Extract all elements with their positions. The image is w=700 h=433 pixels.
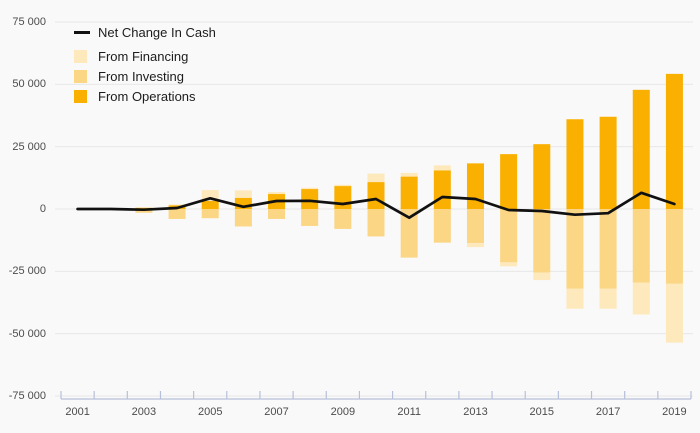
bar-financing-2006[interactable] [234, 190, 252, 198]
bar-investing-2004[interactable] [168, 209, 186, 219]
bar-operations-2017[interactable] [599, 116, 617, 209]
x-axis-label: 2019 [662, 406, 687, 418]
x-axis-label: 2003 [131, 406, 157, 418]
bar-investing-2009[interactable] [334, 209, 352, 229]
bar-financing-2010[interactable] [367, 173, 385, 183]
bar-financing-2007[interactable] [268, 192, 286, 195]
legend-item-from-investing[interactable]: From Investing [74, 66, 216, 86]
bar-financing-2013[interactable] [466, 243, 484, 248]
bar-operations-2018[interactable] [632, 89, 650, 209]
y-axis-label: 50 000 [12, 78, 46, 91]
bar-operations-2009[interactable] [334, 186, 352, 209]
bar-financing-2018[interactable] [632, 282, 650, 315]
bar-investing-2007[interactable] [268, 209, 286, 219]
square-swatch-icon [74, 49, 87, 63]
bar-operations-2008[interactable] [301, 189, 319, 209]
bar-financing-2017[interactable] [599, 288, 617, 309]
bar-investing-2012[interactable] [433, 209, 451, 243]
bar-investing-2008[interactable] [301, 209, 319, 226]
square-swatch-icon [74, 69, 87, 83]
bar-investing-2011[interactable] [400, 209, 418, 258]
y-axis-label: -50 000 [8, 327, 46, 340]
legend-label: From Investing [98, 68, 184, 84]
bar-operations-2019[interactable] [665, 73, 683, 210]
net-change-line[interactable] [76, 191, 676, 220]
x-axis-label: 2005 [197, 406, 223, 418]
y-axis-label: -25 000 [8, 265, 46, 278]
bar-financing-2011[interactable] [400, 172, 418, 177]
bar-operations-2012[interactable] [433, 170, 451, 209]
x-axis-label: 2013 [463, 406, 488, 418]
bar-financing-2005[interactable] [201, 190, 219, 202]
bar-operations-2005[interactable] [201, 201, 219, 209]
x-axis-label: 2009 [330, 406, 356, 418]
bar-operations-2015[interactable] [533, 144, 551, 209]
y-axis-label: 75 000 [12, 16, 46, 28]
x-axis-label: 2007 [264, 406, 289, 418]
bar-financing-2012[interactable] [433, 165, 451, 171]
bar-investing-2014[interactable] [500, 209, 518, 263]
bar-investing-2005[interactable] [201, 209, 219, 219]
legend-item-from-financing[interactable]: From Financing [74, 46, 216, 66]
bar-investing-2017[interactable] [599, 209, 617, 289]
legend-label: Net Change In Cash [98, 24, 216, 40]
bar-operations-2016[interactable] [566, 119, 584, 209]
bar-investing-2006[interactable] [234, 209, 252, 227]
bar-financing-2008[interactable] [301, 187, 319, 190]
legend-label: From Financing [98, 48, 189, 64]
legend-item-net-change-in-cash[interactable]: Net Change In Cash [74, 22, 216, 42]
bar-investing-2015[interactable] [533, 209, 551, 273]
bar-financing-2016[interactable] [566, 288, 584, 309]
bar-investing-2010[interactable] [367, 209, 385, 237]
bar-investing-2013[interactable] [466, 209, 484, 244]
x-axis-label: 2001 [65, 406, 90, 418]
bar-financing-2019[interactable] [665, 283, 683, 343]
bar-financing-2009[interactable] [334, 184, 352, 187]
bar-investing-2018[interactable] [632, 209, 650, 283]
x-axis-label: 2015 [529, 406, 555, 418]
bar-investing-2019[interactable] [665, 209, 683, 284]
bar-financing-2014[interactable] [500, 262, 518, 267]
line-swatch-icon [74, 30, 90, 34]
square-swatch-icon [74, 89, 87, 103]
legend-label: From Operations [98, 88, 196, 104]
bar-investing-2016[interactable] [566, 209, 584, 289]
bar-financing-2004[interactable] [168, 204, 186, 206]
bar-financing-2015[interactable] [533, 272, 551, 281]
bar-operations-2010[interactable] [367, 182, 385, 209]
x-axis-label: 2017 [595, 406, 621, 418]
y-axis-label: -75 000 [8, 390, 46, 402]
bar-operations-2014[interactable] [500, 154, 518, 209]
chart-legend: Net Change In Cash From Financing From I… [74, 22, 216, 106]
y-axis-label: 0 [39, 203, 46, 215]
bar-operations-2011[interactable] [400, 176, 418, 209]
x-axis-label: 2011 [397, 406, 421, 418]
bar-operations-2006[interactable] [234, 197, 252, 209]
y-axis-label: 25 000 [12, 140, 46, 153]
legend-item-from-operations[interactable]: From Operations [74, 86, 216, 106]
